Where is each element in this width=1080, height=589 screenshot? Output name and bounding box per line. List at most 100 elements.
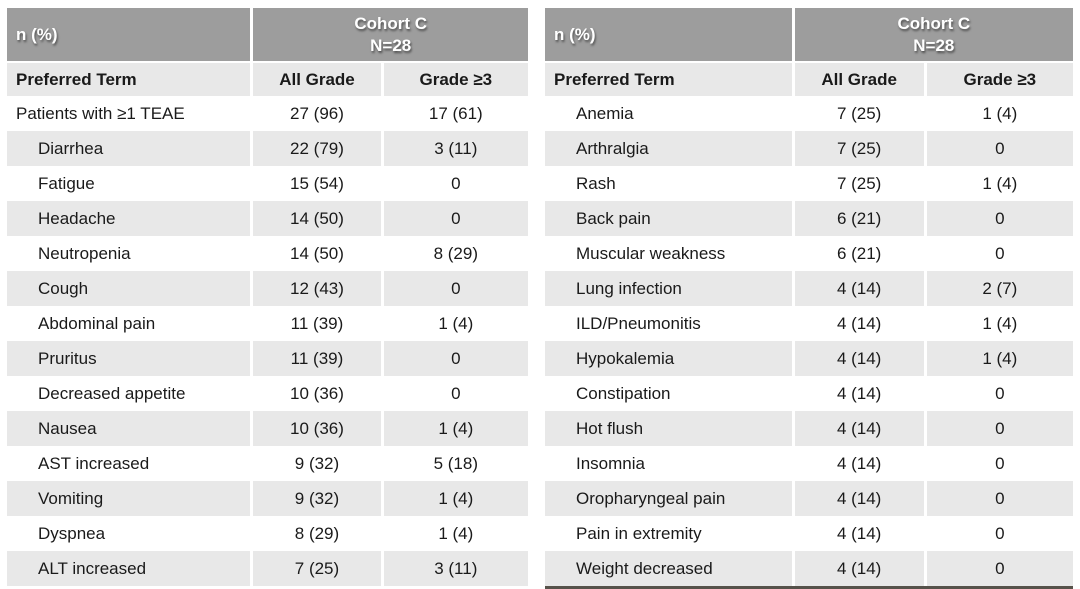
table-row: Decreased appetite 10 (36) 0 (7, 376, 528, 411)
table-row: Patients with ≥1 TEAE 27 (96) 17 (61) (7, 96, 528, 131)
table-row: Anemia 7 (25) 1 (4) (545, 96, 1073, 131)
all-grade-cell: 14 (50) (250, 201, 383, 236)
table-body: Patients with ≥1 TEAE 27 (96) 17 (61) Diarr… (7, 96, 528, 586)
all-grade-cell: 7 (25) (250, 551, 383, 586)
all-grade-cell: 10 (36) (250, 376, 383, 411)
table-body: Anemia 7 (25) 1 (4) Arthralgia 7 (25) 0 Rash 7 … (545, 96, 1073, 589)
teae-table-right: n (%) Cohort C N=28 Preferred Term All G… (545, 8, 1073, 589)
table-row: Pain in extremity 4 (14) 0 (545, 516, 1073, 551)
table-row: Rash 7 (25) 1 (4) (545, 166, 1073, 201)
all-grade-cell: 7 (25) (791, 96, 926, 131)
table-row: Weight decreased 4 (14) 0 (545, 551, 1073, 589)
table-row: Hot flush 4 (14) 0 (545, 411, 1073, 446)
cohort-header: Cohort C N=28 (250, 8, 528, 62)
table-row: Muscular weakness 6 (21) 0 (545, 236, 1073, 271)
grade-ge3-cell: 0 (923, 236, 1073, 271)
grade-ge3-cell: 3 (11) (380, 131, 528, 166)
preferred-term-cell: ALT increased (7, 551, 252, 586)
table-row: Headache 14 (50) 0 (7, 201, 528, 236)
column-header-row: Preferred Term All Grade Grade ≥3 (7, 61, 528, 96)
grade-ge3-cell: 0 (923, 411, 1073, 446)
all-grade-cell: 4 (14) (791, 551, 926, 589)
all-grade-cell: 22 (79) (250, 131, 383, 166)
table-row: Arthralgia 7 (25) 0 (545, 131, 1073, 166)
preferred-term-cell: Arthralgia (545, 131, 794, 166)
grade-ge3-cell: 0 (923, 516, 1073, 551)
all-grade-cell: 14 (50) (250, 236, 383, 271)
grade-ge3-cell: 0 (380, 201, 528, 236)
cohort-header-row: n (%) Cohort C N=28 (545, 8, 1073, 62)
teae-table-left: n (%) Cohort C N=28 Preferred Term All G… (7, 8, 528, 586)
table-row: Neutropenia 14 (50) 8 (29) (7, 236, 528, 271)
all-grade-cell: 4 (14) (791, 516, 926, 551)
grade-ge3-cell: 2 (7) (923, 271, 1073, 306)
teae-tables-page: n (%) Cohort C N=28 Preferred Term All G… (7, 8, 1073, 589)
preferred-term-cell: Abdominal pain (7, 306, 252, 341)
table-row: Insomnia 4 (14) 0 (545, 446, 1073, 481)
preferred-term-cell: Insomnia (545, 446, 794, 481)
grade-ge3-cell: 0 (380, 166, 528, 201)
all-grade-cell: 4 (14) (791, 271, 926, 306)
all-grade-cell: 7 (25) (791, 131, 926, 166)
all-grade-cell: 9 (32) (250, 446, 383, 481)
table-row: Cough 12 (43) 0 (7, 271, 528, 306)
preferred-term-cell: Constipation (545, 376, 794, 411)
grade-ge3-cell: 1 (4) (923, 341, 1073, 376)
table-row: Back pain 6 (21) 0 (545, 201, 1073, 236)
all-grade-cell: 12 (43) (250, 271, 383, 306)
grade-ge3-cell: 1 (4) (923, 306, 1073, 341)
grade-ge3-cell: 0 (923, 376, 1073, 411)
cohort-n: N=28 (370, 35, 412, 55)
all-grade-cell: 4 (14) (791, 306, 926, 341)
grade-ge3-cell: 0 (923, 446, 1073, 481)
preferred-term-cell: Patients with ≥1 TEAE (7, 96, 252, 131)
grade-ge3-cell: 1 (4) (380, 306, 528, 341)
table-row: Diarrhea 22 (79) 3 (11) (7, 131, 528, 166)
table-row: ILD/Pneumonitis 4 (14) 1 (4) (545, 306, 1073, 341)
grade-ge3-cell: 17 (61) (380, 96, 528, 131)
table-row: Vomiting 9 (32) 1 (4) (7, 481, 528, 516)
n-percent-label: n (%) (7, 8, 252, 62)
preferred-term-cell: Pruritus (7, 341, 252, 376)
all-grade-cell: 8 (29) (250, 516, 383, 551)
all-grade-cell: 4 (14) (791, 376, 926, 411)
table-row: Nausea 10 (36) 1 (4) (7, 411, 528, 446)
table-row: Constipation 4 (14) 0 (545, 376, 1073, 411)
all-grade-cell: 15 (54) (250, 166, 383, 201)
preferred-term-cell: Oropharyngeal pain (545, 481, 794, 516)
table-row: ALT increased 7 (25) 3 (11) (7, 551, 528, 586)
preferred-term-cell: Lung infection (545, 271, 794, 306)
preferred-term-cell: AST increased (7, 446, 252, 481)
all-grade-cell: 4 (14) (791, 341, 926, 376)
cohort-n: N=28 (913, 35, 955, 55)
all-grade-cell: 10 (36) (250, 411, 383, 446)
preferred-term-cell: Weight decreased (545, 551, 794, 589)
preferred-term-cell: Vomiting (7, 481, 252, 516)
grade-ge3-cell: 0 (380, 341, 528, 376)
preferred-term-cell: Rash (545, 166, 794, 201)
grade-ge3-cell: 0 (380, 376, 528, 411)
table-row: Pruritus 11 (39) 0 (7, 341, 528, 376)
all-grade-cell: 4 (14) (791, 411, 926, 446)
preferred-term-cell: Muscular weakness (545, 236, 794, 271)
preferred-term-cell: Anemia (545, 96, 794, 131)
all-grade-cell: 27 (96) (250, 96, 383, 131)
cohort-header-row: n (%) Cohort C N=28 (7, 8, 528, 62)
column-header-row: Preferred Term All Grade Grade ≥3 (545, 61, 1073, 96)
preferred-term-cell: Decreased appetite (7, 376, 252, 411)
col-all-grade: All Grade (250, 61, 383, 96)
preferred-term-cell: Cough (7, 271, 252, 306)
cohort-name: Cohort C (897, 14, 971, 34)
preferred-term-cell: Headache (7, 201, 252, 236)
grade-ge3-cell: 1 (4) (923, 96, 1073, 131)
table-row: Hypokalemia 4 (14) 1 (4) (545, 341, 1073, 376)
preferred-term-cell: Neutropenia (7, 236, 252, 271)
preferred-term-cell: Diarrhea (7, 131, 252, 166)
preferred-term-cell: Pain in extremity (545, 516, 794, 551)
all-grade-cell: 4 (14) (791, 446, 926, 481)
table-header: n (%) Cohort C N=28 Preferred Term All G… (545, 8, 1073, 96)
col-all-grade: All Grade (791, 61, 926, 96)
grade-ge3-cell: 1 (4) (380, 481, 528, 516)
grade-ge3-cell: 5 (18) (380, 446, 528, 481)
all-grade-cell: 4 (14) (791, 481, 926, 516)
